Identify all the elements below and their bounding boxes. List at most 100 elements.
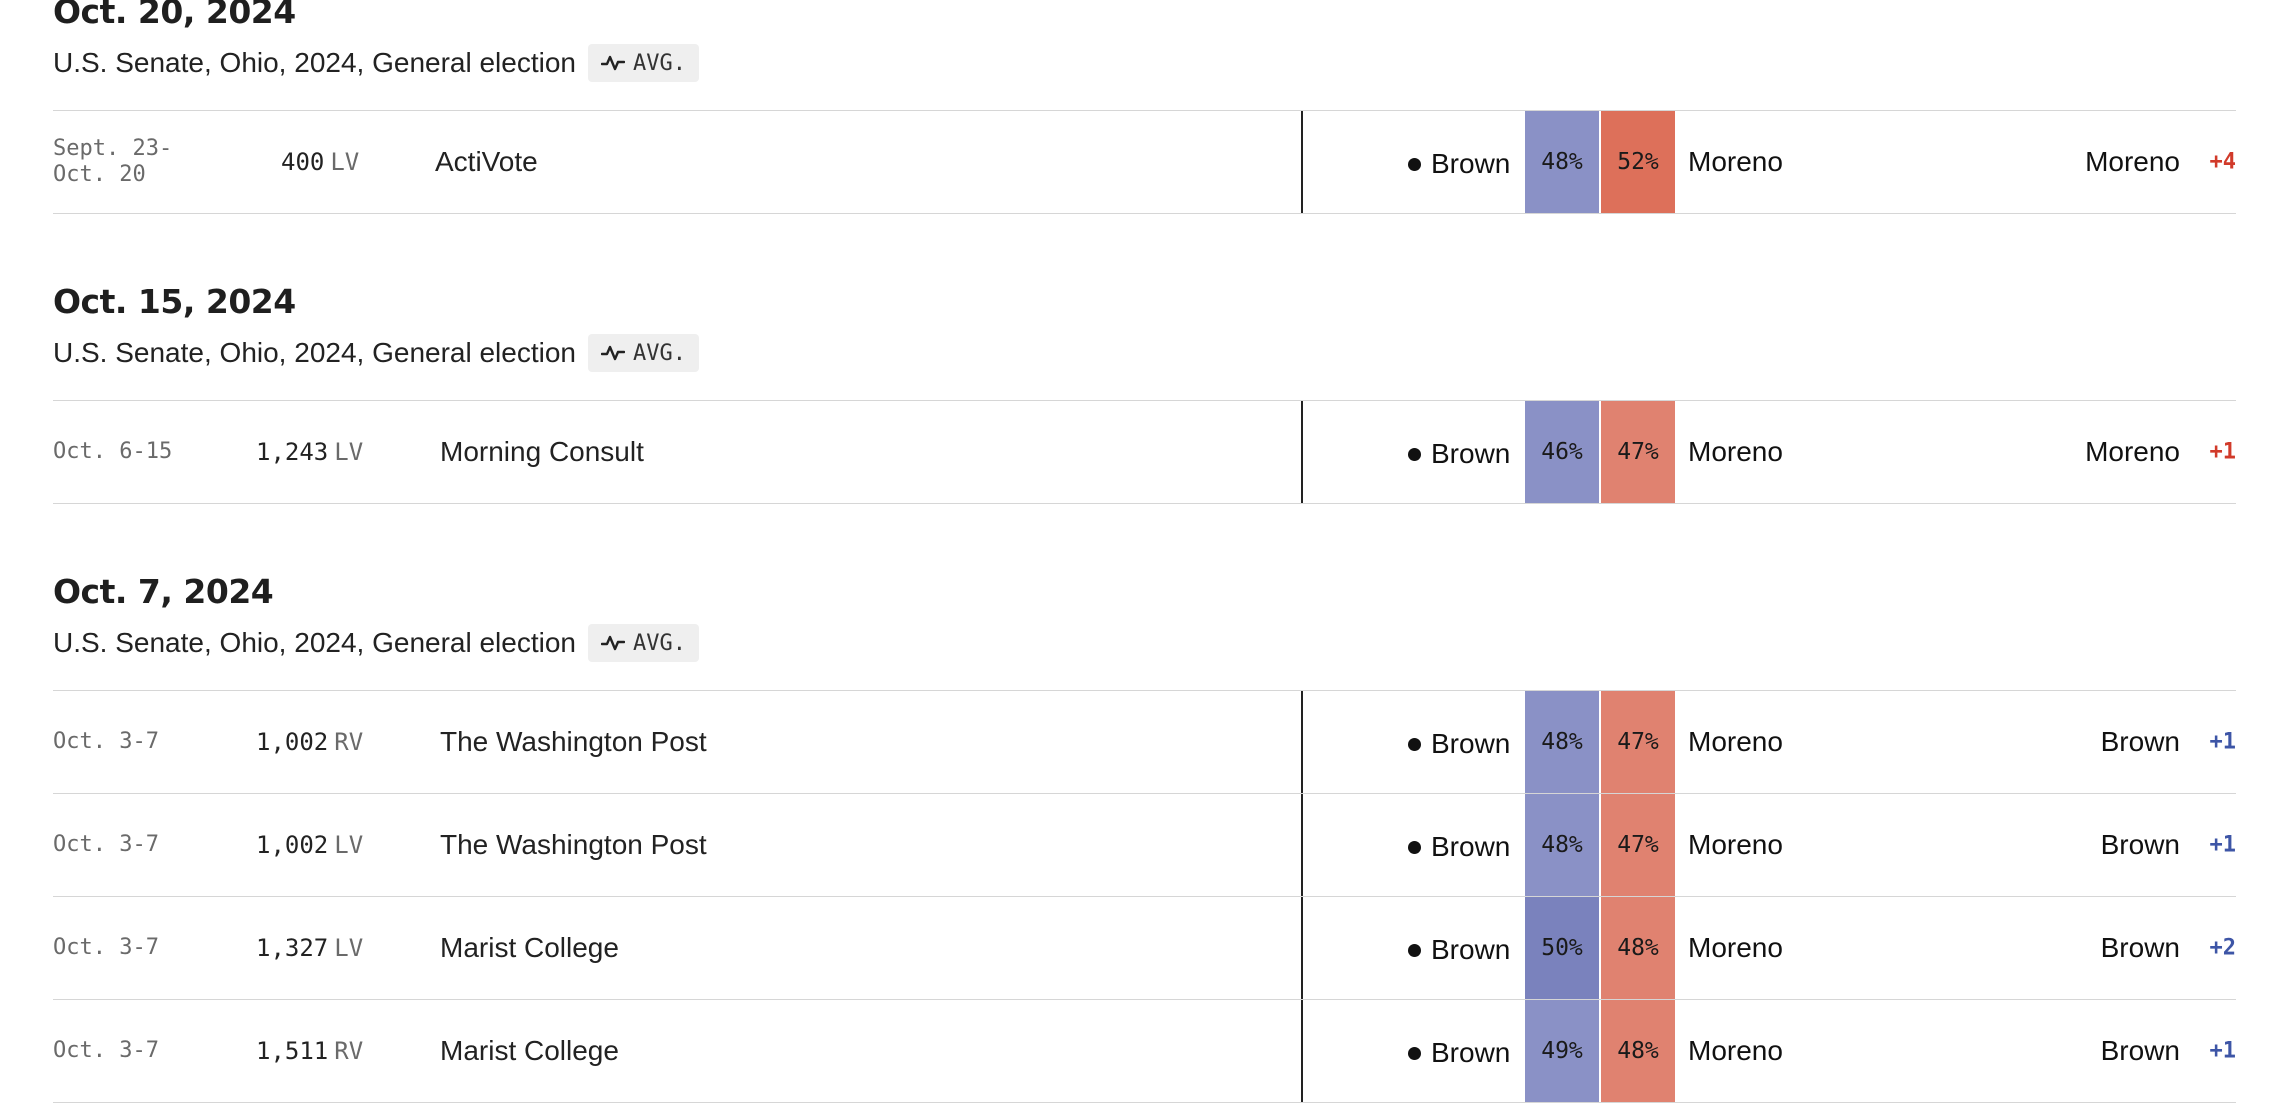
race-line: U.S. Senate, Ohio, 2024, General electio… [53,44,699,82]
leader-name: Brown [2100,1035,2180,1066]
dem-candidate-name: Brown [1431,148,1511,179]
rep-percent: 47% [1601,401,1675,503]
rep-candidate-name: Moreno [1688,1035,1783,1066]
population-type: RV [334,1037,364,1065]
bullet-icon [1408,1046,1421,1060]
sample-size: 1,002 RV [256,728,363,756]
margin-value: +1 [2209,439,2237,465]
poll-dates: Sept. 23- Oct. 20 [53,136,173,187]
dem-candidate-name: Brown [1431,1037,1511,1068]
leader-name: Moreno [2085,146,2180,177]
sample-size: 1,511 RV [256,1037,363,1065]
column-divider [1301,897,1303,999]
sample-count: 1,327 [256,934,329,962]
margin-value: +4 [2209,149,2237,175]
dem-candidate: Brown [1408,438,1510,470]
average-badge-label: AVG. [633,50,686,76]
date-heading: Oct. 20, 2024 [53,0,296,31]
sample-size: 1,327 LV [256,934,363,962]
sample-size: 1,243 LV [256,438,363,466]
dem-candidate: Brown [1408,1037,1510,1069]
race-label: U.S. Senate, Ohio, 2024, General electio… [53,47,576,78]
dem-candidate: Brown [1408,728,1510,760]
average-badge[interactable]: AVG. [588,624,699,662]
poll-row[interactable]: Sept. 23- Oct. 20 400 LV ActiVote Brown 4… [53,111,2236,214]
dem-percent: 49% [1525,1000,1599,1102]
pollster-name[interactable]: Morning Consult [440,436,644,467]
pollster-name[interactable]: Marist College [440,1035,619,1066]
dem-percent: 50% [1525,897,1599,999]
column-divider [1301,111,1303,213]
poll-row[interactable]: Oct. 6-15 1,243 LV Morning Consult Brown … [53,401,2236,504]
margin-value: +1 [2209,729,2237,755]
rep-percent: 52% [1601,111,1675,213]
pollster-name[interactable]: Marist College [440,932,619,963]
average-badge-label: AVG. [633,340,686,366]
pollster-name[interactable]: The Washington Post [440,726,707,757]
dem-candidate: Brown [1408,831,1510,863]
column-divider [1301,691,1303,793]
population-type: LV [334,438,364,466]
dem-percent: 48% [1525,794,1599,896]
average-badge[interactable]: AVG. [588,334,699,372]
margin-value: +2 [2209,935,2237,961]
race-line: U.S. Senate, Ohio, 2024, General electio… [53,334,699,372]
margin-value: +1 [2209,1038,2237,1064]
dem-candidate-name: Brown [1431,728,1511,759]
sample-count: 1,511 [256,1037,329,1065]
sample-count: 400 [281,148,325,176]
rep-percent: 48% [1601,1000,1675,1102]
average-badge[interactable]: AVG. [588,44,699,82]
dem-candidate: Brown [1408,148,1510,180]
poll-table: Oct. 6-15 1,243 LV Morning Consult Brown … [53,400,2236,504]
sample-size: 1,002 LV [256,831,363,859]
dem-candidate-name: Brown [1431,438,1511,469]
bullet-icon [1408,447,1421,461]
poll-row[interactable]: Oct. 3-7 1,327 LV Marist College Brown 50… [53,897,2236,1000]
date-heading: Oct. 15, 2024 [53,282,296,321]
poll-table: Sept. 23- Oct. 20 400 LV ActiVote Brown 4… [53,110,2236,214]
rep-candidate-name: Moreno [1688,726,1783,757]
poll-row[interactable]: Oct. 3-7 1,511 RV Marist College Brown 49… [53,1000,2236,1103]
population-type: RV [334,728,364,756]
poll-row[interactable]: Oct. 3-7 1,002 RV The Washington Post Bro… [53,691,2236,794]
dem-percent: 46% [1525,401,1599,503]
poll-dates: Oct. 3-7 [53,832,159,857]
trend-line-icon [601,345,625,361]
dem-percent: 48% [1525,111,1599,213]
bullet-icon [1408,737,1421,751]
rep-candidate-name: Moreno [1688,829,1783,860]
dem-candidate: Brown [1408,934,1510,966]
race-label: U.S. Senate, Ohio, 2024, General electio… [53,337,576,368]
race-line: U.S. Senate, Ohio, 2024, General electio… [53,624,699,662]
leader-name: Brown [2100,726,2180,757]
rep-candidate-name: Moreno [1688,932,1783,963]
dem-percent: 48% [1525,691,1599,793]
rep-percent: 48% [1601,897,1675,999]
race-label: U.S. Senate, Ohio, 2024, General electio… [53,627,576,658]
leader-name: Moreno [2085,436,2180,467]
leader-name: Brown [2100,932,2180,963]
sample-size: 400 LV [281,148,359,176]
average-badge-label: AVG. [633,630,686,656]
date-heading: Oct. 7, 2024 [53,572,274,611]
poll-dates: Oct. 3-7 [53,729,159,754]
poll-dates: Oct. 3-7 [53,935,159,960]
sample-count: 1,002 [256,728,329,756]
rep-candidate-name: Moreno [1688,436,1783,467]
dem-candidate-name: Brown [1431,934,1511,965]
population-type: LV [334,934,364,962]
population-type: LV [330,148,360,176]
poll-row[interactable]: Oct. 3-7 1,002 LV The Washington Post Bro… [53,794,2236,897]
pollster-name[interactable]: ActiVote [435,146,538,177]
pollster-name[interactable]: The Washington Post [440,829,707,860]
column-divider [1301,794,1303,896]
margin-value: +1 [2209,832,2237,858]
sample-count: 1,243 [256,438,329,466]
population-type: LV [334,831,364,859]
rep-candidate-name: Moreno [1688,146,1783,177]
bullet-icon [1408,840,1421,854]
column-divider [1301,1000,1303,1102]
rep-percent: 47% [1601,691,1675,793]
poll-table: Oct. 3-7 1,002 RV The Washington Post Bro… [53,690,2236,1103]
